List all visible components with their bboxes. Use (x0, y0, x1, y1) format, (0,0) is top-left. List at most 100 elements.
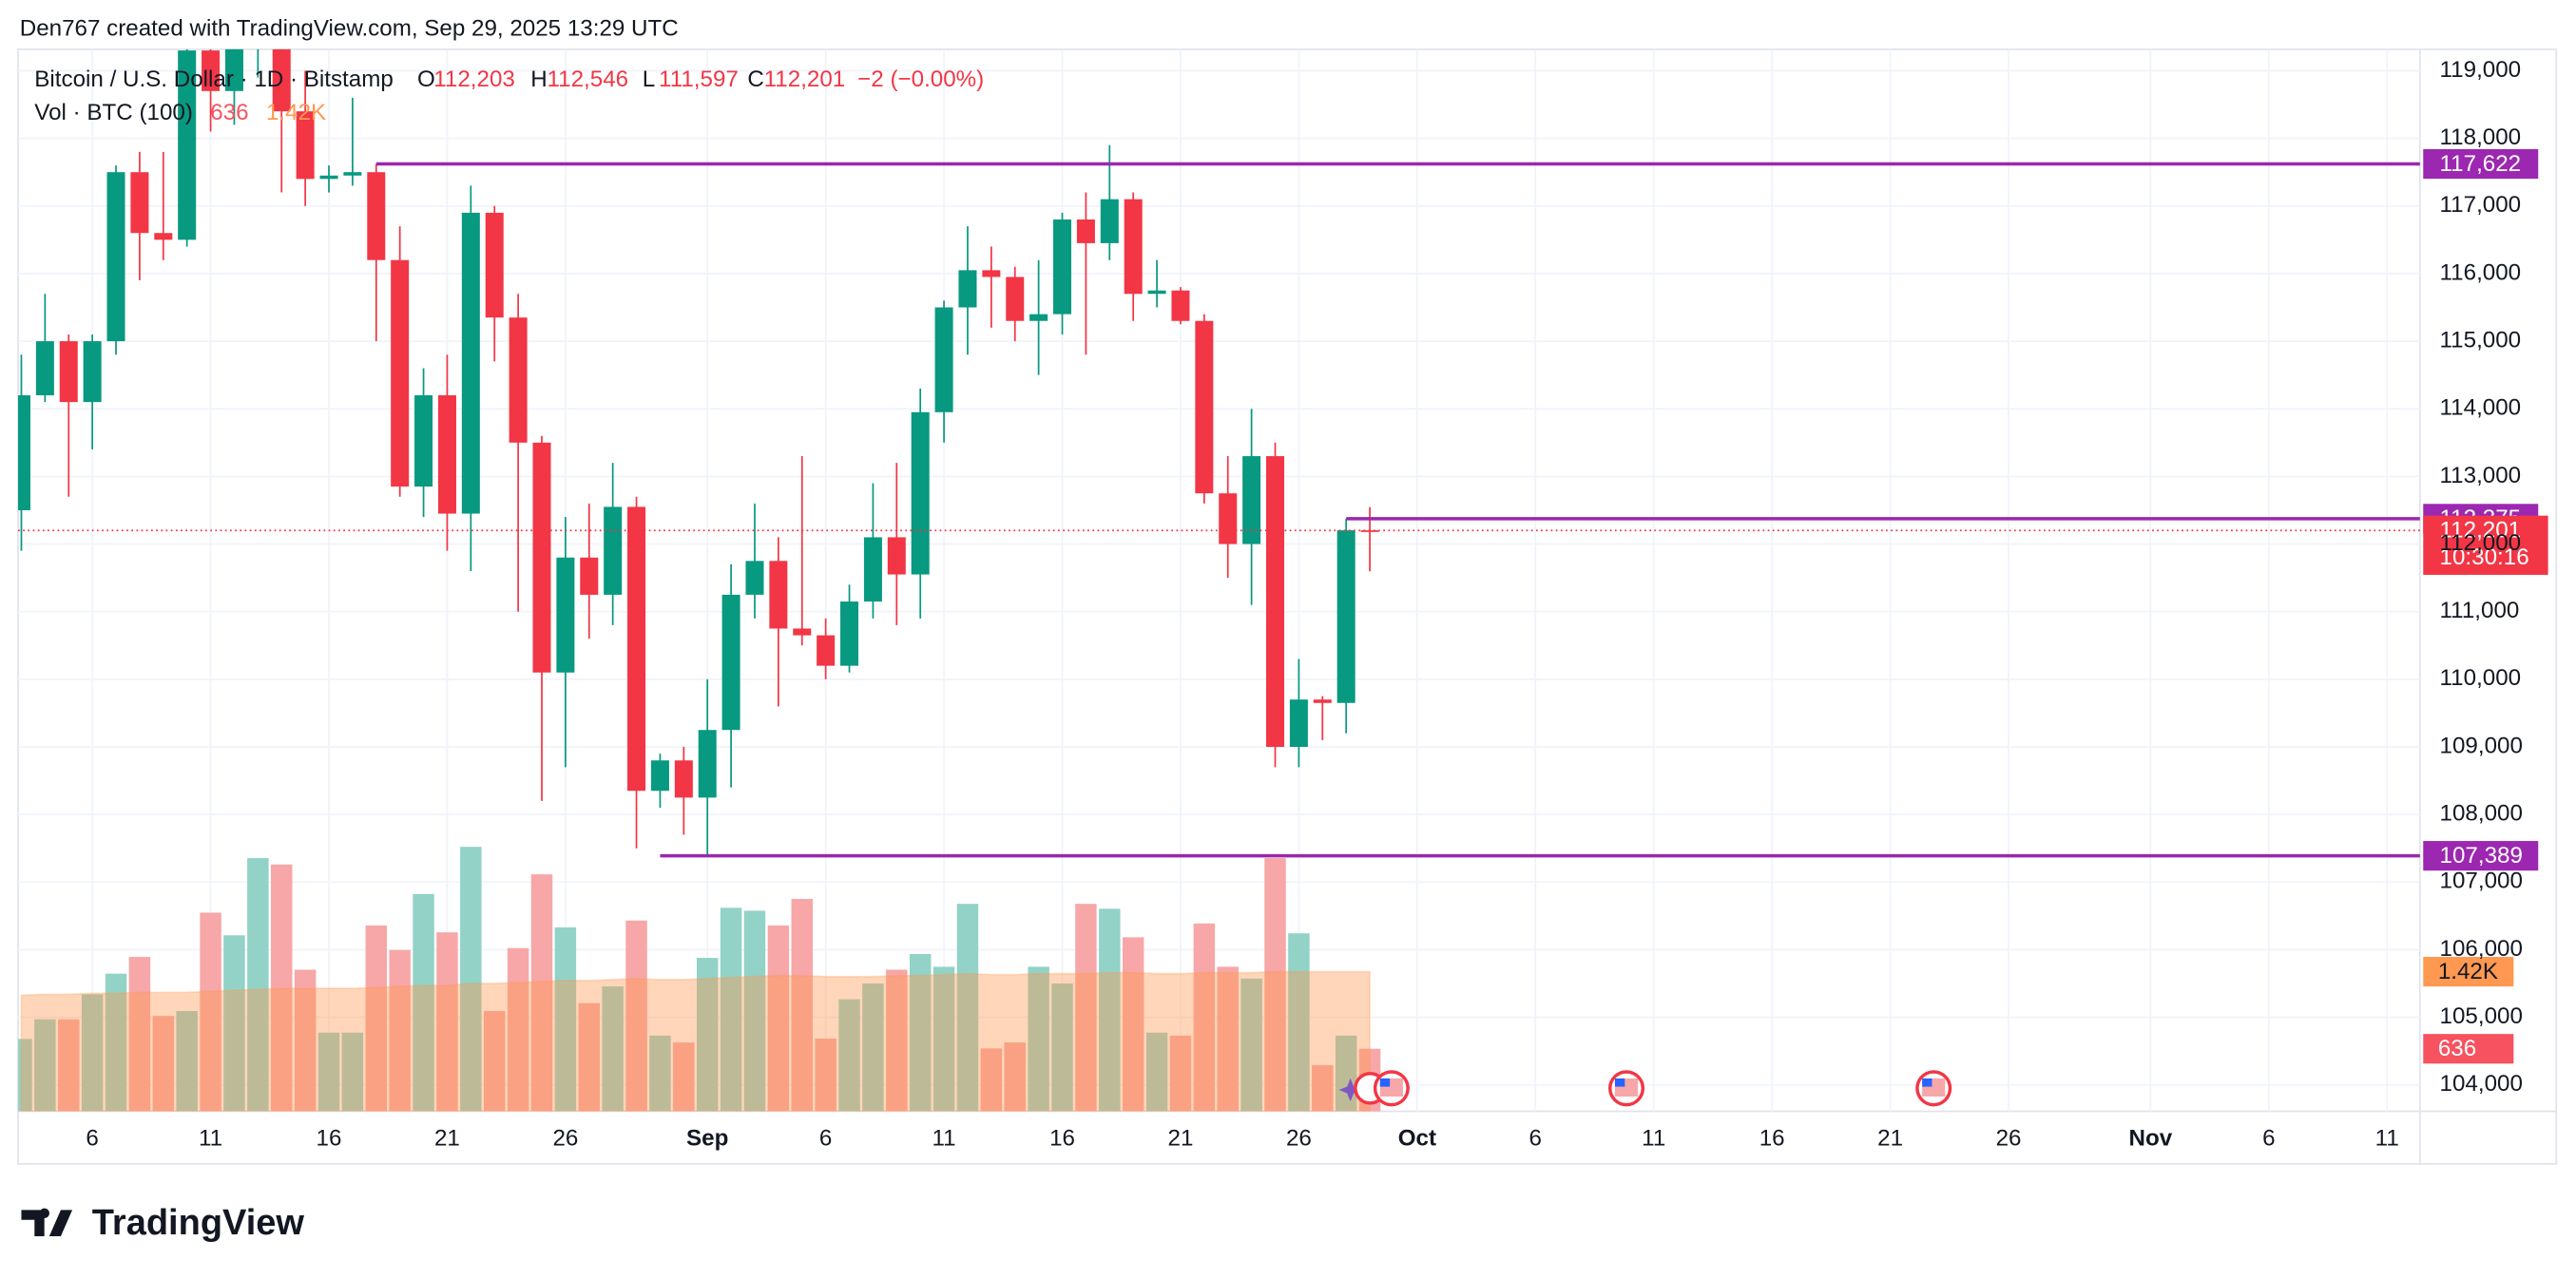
volume-bar (1004, 1042, 1026, 1112)
candle-body (83, 341, 102, 403)
volume-bar (1122, 937, 1144, 1112)
volume-bar (34, 1019, 56, 1112)
volume-bar (932, 966, 955, 1112)
x-tick-label: 6 (2262, 1125, 2275, 1151)
candle-body (650, 760, 669, 792)
candle-body (769, 561, 788, 629)
candle-body (556, 557, 575, 673)
volume-bar (152, 1016, 175, 1112)
candle-body (1100, 199, 1119, 243)
x-tick-label: 6 (819, 1125, 832, 1151)
candle-body (35, 341, 54, 396)
legend-key: H (530, 67, 547, 92)
volume-bar (602, 986, 624, 1112)
volume-bar (1193, 923, 1216, 1112)
x-tick-label: 16 (317, 1125, 342, 1151)
candle-body (532, 442, 551, 673)
candle-body (130, 172, 149, 234)
volume-legend-ma: 1.42K (266, 100, 326, 125)
grid (18, 48, 2420, 1112)
y-tick-label: 111,000 (2440, 598, 2520, 623)
candle-body (1076, 220, 1095, 243)
price-label: 107,389 (2440, 843, 2523, 869)
legend-value: 112,201 (764, 67, 846, 92)
candle-body (674, 760, 693, 798)
legend-value: 112,203 (433, 67, 515, 92)
candle-body (106, 172, 125, 342)
volume-bar (909, 953, 932, 1112)
y-tick-label: 115,000 (2440, 327, 2522, 353)
candle-body (721, 594, 740, 731)
volume-bar (389, 949, 411, 1112)
candle-body (1242, 456, 1261, 544)
legend-value: 111,597 (659, 67, 739, 92)
legend-change: −2 (−0.00%) (857, 67, 984, 92)
candle-body (1219, 493, 1238, 544)
candle-body (485, 212, 504, 318)
candle-body (202, 50, 221, 91)
candle-body (391, 259, 410, 487)
candle-body (59, 341, 78, 403)
volume-label: 1.42K (2438, 959, 2498, 984)
volume-bar (247, 858, 269, 1112)
x-tick-label: 11 (199, 1125, 222, 1151)
candle-body (224, 48, 243, 91)
candle-body (911, 411, 930, 575)
candle-body (934, 307, 953, 412)
volume-bar (649, 1035, 671, 1112)
volume-bar (1099, 908, 1121, 1112)
x-tick-label: 11 (2375, 1125, 2399, 1151)
candle-body (272, 48, 291, 112)
volume-bar (696, 958, 719, 1112)
volume-ma-area (20, 970, 1371, 1112)
event-icons (1338, 1070, 1952, 1107)
candle-body (793, 628, 812, 636)
candle-body (414, 395, 433, 487)
volume-bar (1312, 1064, 1334, 1112)
last-price-box (2423, 515, 2548, 575)
legend-title: Bitcoin / U.S. Dollar · 1D · Bitstamp (34, 67, 394, 92)
volume-bar (980, 1048, 1003, 1112)
candle-body (319, 175, 338, 180)
volume-bar (956, 904, 979, 1112)
candle-body (461, 212, 480, 514)
y-tick-label: 106,000 (2440, 936, 2523, 962)
volume-bar (365, 925, 388, 1112)
x-tick-label: Sep (686, 1125, 728, 1151)
x-tick-label: 26 (552, 1125, 578, 1151)
candle-body (1053, 220, 1072, 315)
volume-bar (294, 969, 317, 1112)
price-label-box (2423, 148, 2539, 180)
y-tick-label: 110,000 (2440, 665, 2522, 691)
y-tick-label: 118,000 (2440, 124, 2522, 150)
price-label: 117,622 (2440, 151, 2522, 177)
candle-body (817, 635, 836, 666)
logo: TradingView (21, 1203, 304, 1243)
candle-body (1195, 320, 1214, 494)
volume-bar (554, 927, 577, 1112)
candle-body (437, 395, 456, 514)
candle-body (509, 317, 528, 443)
volume-bar (200, 912, 221, 1112)
volume-bar (578, 1002, 601, 1112)
candle-body (958, 270, 977, 308)
volume-bar (791, 899, 813, 1112)
candle-body (887, 537, 906, 575)
x-tick-label: 21 (1877, 1125, 1903, 1151)
volume-bar (673, 1042, 695, 1112)
volume-bar (1217, 966, 1239, 1112)
volume-bar (886, 969, 908, 1112)
volume-bar (838, 999, 860, 1112)
candle-body (1006, 277, 1025, 321)
axes: 104,000 105,000 106,000 107,000 108,000 109,0… (86, 57, 2523, 1151)
candle-body (1266, 456, 1285, 748)
volume-label-box (2423, 1034, 2514, 1064)
y-tick-label: 108,000 (2440, 801, 2523, 827)
candle-body (863, 537, 882, 602)
candle-body (1289, 699, 1308, 748)
volume-bar (223, 935, 245, 1112)
x-tick-label: 21 (434, 1125, 460, 1151)
volume-bar (176, 1010, 198, 1112)
volume-bar (413, 893, 434, 1112)
x-tick-label: 16 (1759, 1125, 1785, 1151)
